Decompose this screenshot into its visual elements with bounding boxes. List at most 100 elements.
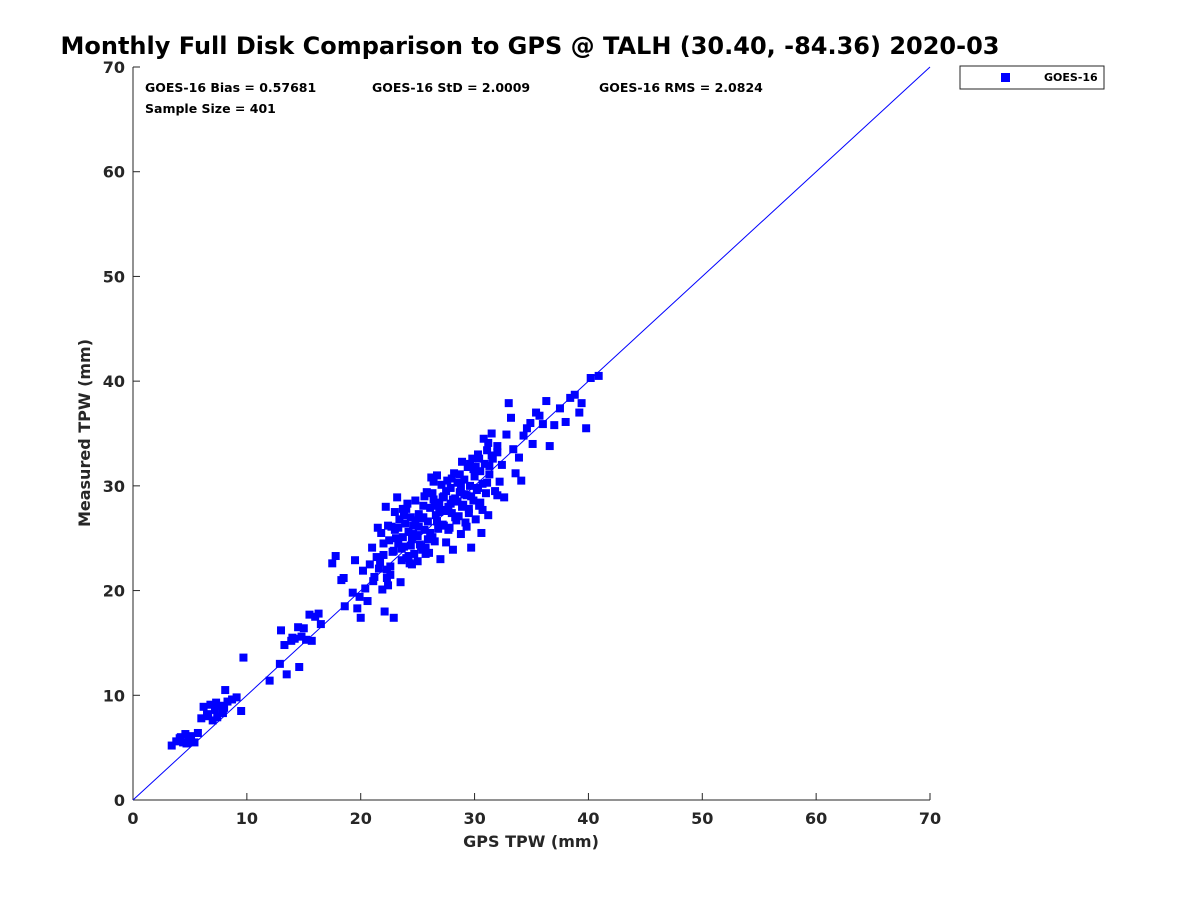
data-point	[176, 733, 185, 742]
data-point	[302, 635, 311, 644]
data-point	[379, 550, 388, 559]
data-point	[187, 732, 196, 741]
data-point	[221, 686, 230, 695]
data-point	[385, 536, 394, 545]
data-point	[208, 716, 217, 725]
data-point	[487, 451, 496, 460]
data-point	[439, 521, 448, 530]
data-point	[477, 528, 486, 537]
legend-marker	[1001, 73, 1010, 82]
data-point	[485, 470, 494, 479]
data-point	[419, 501, 428, 510]
data-point	[316, 620, 325, 629]
data-point	[446, 499, 455, 508]
data-point	[423, 517, 432, 526]
data-point	[444, 525, 453, 534]
data-point	[475, 454, 484, 463]
data-point	[522, 424, 531, 433]
data-point	[436, 555, 445, 564]
data-point	[404, 527, 413, 536]
data-point	[511, 469, 520, 478]
data-point	[404, 552, 413, 561]
data-point	[379, 539, 388, 548]
data-point	[368, 543, 377, 552]
data-point	[495, 477, 504, 486]
data-point	[167, 741, 176, 750]
data-point	[430, 537, 439, 546]
y-axis-label: Measured TPW (mm)	[75, 339, 94, 527]
data-point	[426, 503, 435, 512]
data-point	[461, 518, 470, 527]
data-point	[378, 585, 387, 594]
data-point	[377, 528, 386, 537]
data-point	[228, 695, 237, 704]
y-tick-label: 0	[114, 791, 125, 810]
data-point	[451, 513, 460, 522]
data-point	[458, 502, 467, 511]
data-point	[348, 588, 357, 597]
x-tick-label: 70	[919, 809, 941, 828]
data-point	[414, 522, 423, 531]
y-tick-label: 20	[103, 582, 125, 601]
data-point	[421, 543, 430, 552]
data-point	[213, 713, 222, 722]
data-point	[509, 445, 518, 454]
data-point	[528, 439, 537, 448]
data-point	[493, 448, 502, 457]
data-point	[473, 483, 482, 492]
y-tick-label: 10	[103, 686, 125, 705]
data-point	[328, 559, 337, 568]
data-point	[491, 487, 500, 496]
data-point	[462, 522, 471, 531]
data-point	[239, 653, 248, 662]
data-point	[542, 397, 551, 406]
data-point	[438, 493, 447, 502]
data-point	[210, 705, 219, 714]
data-point	[185, 736, 194, 745]
data-point	[450, 469, 459, 478]
data-point	[409, 521, 418, 530]
x-tick-label: 30	[463, 809, 485, 828]
data-point	[453, 478, 462, 487]
data-point	[437, 480, 446, 489]
data-point	[526, 419, 535, 428]
data-point	[199, 702, 208, 711]
data-point	[493, 491, 502, 500]
data-point	[197, 714, 206, 723]
data-point	[485, 461, 494, 470]
data-point	[275, 659, 284, 668]
data-point	[220, 703, 229, 712]
data-point	[393, 493, 402, 502]
data-point	[484, 438, 493, 447]
data-point	[421, 549, 430, 558]
x-tick-label: 20	[350, 809, 372, 828]
data-point	[471, 515, 480, 524]
data-point	[206, 700, 215, 709]
data-point	[429, 477, 438, 486]
data-point	[358, 566, 367, 575]
data-point	[484, 511, 493, 520]
data-point	[402, 504, 411, 513]
data-point	[390, 508, 399, 517]
data-point	[374, 564, 383, 573]
data-point	[417, 542, 426, 551]
data-point	[422, 488, 431, 497]
data-point	[427, 473, 436, 482]
data-point	[469, 496, 478, 505]
data-point	[428, 489, 437, 498]
y-tick-label: 70	[103, 58, 125, 77]
data-point	[460, 475, 469, 484]
data-point	[307, 636, 316, 645]
y-tick-label: 60	[103, 163, 125, 182]
data-point	[446, 483, 455, 492]
data-point	[288, 633, 297, 642]
data-point	[480, 459, 489, 468]
data-point	[373, 523, 382, 532]
data-point	[426, 528, 435, 537]
data-point	[361, 584, 370, 593]
data-point	[464, 504, 473, 513]
data-point	[212, 698, 221, 707]
data-point	[483, 446, 492, 455]
data-point	[365, 560, 374, 569]
axes	[132, 67, 930, 801]
